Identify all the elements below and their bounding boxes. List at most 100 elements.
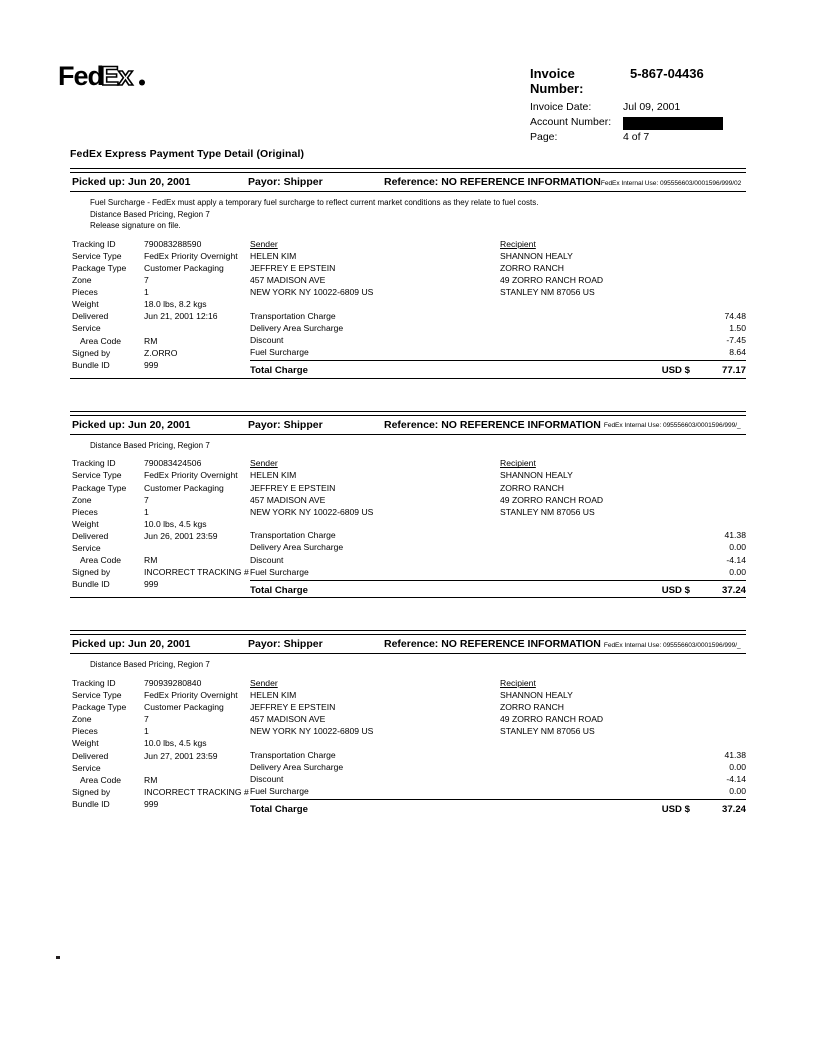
- field-value: 790939280840: [144, 677, 202, 688]
- reference: Reference: NO REFERENCE INFORMATION: [384, 638, 601, 651]
- recipient-line: 49 ZORRO RANCH ROAD: [500, 714, 604, 725]
- field-label: Signed by: [72, 786, 111, 797]
- field-value: 999: [144, 359, 159, 370]
- sender-title: Sender: [250, 238, 278, 249]
- page-number-row: Page: 4 of 7: [530, 130, 770, 145]
- charge-label: Discount: [250, 774, 284, 785]
- field-label: Service: [72, 543, 101, 554]
- charge-label: Delivery Area Surcharge: [250, 322, 344, 333]
- field-label: Service Type: [72, 250, 122, 261]
- currency-label: USD $: [661, 804, 690, 816]
- field-value: FedEx Priority Overnight: [144, 470, 238, 481]
- recipient-line: 49 ZORRO RANCH ROAD: [500, 275, 604, 286]
- field-signed-by: Signed by INCORRECT TRACKING #: [72, 786, 250, 798]
- charge-transportation: Transportation Charge 74.48: [250, 310, 746, 322]
- field-value: 790083424506: [144, 458, 202, 469]
- field-delivered: Delivered Jun 26, 2001 23:59: [72, 530, 250, 542]
- field-pieces: Pieces 1: [72, 725, 250, 737]
- charge-amount: 1.50: [729, 322, 746, 333]
- field-value: Z.ORRO: [144, 347, 178, 358]
- total-amount: 77.17: [721, 365, 746, 377]
- charge-delivery-area-surcharge: Delivery Area Surcharge 0.00: [250, 541, 746, 553]
- charge-label: Transportation Charge: [250, 530, 336, 541]
- charge-delivery-area-surcharge: Delivery Area Surcharge 1.50: [250, 322, 746, 334]
- sender-title: Sender: [250, 458, 278, 469]
- recipient-line: STANLEY NM 87056 US: [500, 287, 595, 298]
- total-label: Total Charge: [250, 365, 308, 377]
- field-value: Jun 26, 2001 23:59: [144, 530, 218, 541]
- charge-delivery-area-surcharge: Delivery Area Surcharge 0.00: [250, 761, 746, 773]
- field-service-type: Service Type FedEx Priority Overnight: [72, 689, 250, 701]
- sender-line: NEW YORK NY 10022-6809 US: [250, 287, 374, 298]
- sender-line: 457 MADISON AVE: [250, 494, 326, 505]
- field-value: INCORRECT TRACKING #: [144, 567, 249, 578]
- field-weight: Weight 10.0 lbs, 4.5 kgs: [72, 518, 250, 530]
- payor: Payor: Shipper: [248, 176, 323, 188]
- recipient-block: Recipient SHANNON HEALY ZORRO RANCH 49 Z…: [500, 238, 740, 298]
- total-charge-row: Total Charge USD $ 37.24: [250, 581, 746, 596]
- field-tracking-id: Tracking ID 790939280840: [72, 677, 250, 689]
- field-label: Zone: [72, 494, 92, 505]
- charge-amount: 41.38: [724, 530, 746, 541]
- charge-fuel-surcharge: Fuel Surcharge 0.00: [250, 566, 746, 578]
- recipient-line: ZORRO RANCH: [500, 482, 564, 493]
- svg-text:Ex: Ex: [101, 62, 133, 91]
- payor: Payor: Shipper: [248, 418, 323, 431]
- field-value: 999: [144, 579, 159, 590]
- recipient-line: SHANNON HEALY: [500, 250, 573, 261]
- shipment-body: Tracking ID 790083424506 Service Type Fe…: [70, 453, 746, 597]
- charges-rule: [250, 579, 746, 581]
- recipient-line: STANLEY NM 87056 US: [500, 726, 595, 737]
- sender-block: Sender HELEN KIM JEFFREY E EPSTEIN 457 M…: [250, 457, 490, 517]
- field-value: 999: [144, 798, 159, 809]
- recipient-title: Recipient: [500, 677, 536, 688]
- field-label: Service Type: [72, 470, 122, 481]
- recipient-line: ZORRO RANCH: [500, 262, 564, 273]
- field-area-code: Area Code RM: [72, 554, 250, 566]
- field-area-code: Area Code RM: [72, 335, 250, 347]
- field-value: Jun 21, 2001 12:16: [144, 311, 218, 322]
- section-top-rule: [70, 168, 746, 173]
- field-label: Weight: [72, 738, 99, 749]
- field-zone: Zone 7: [72, 274, 250, 286]
- charges-block: Transportation Charge 74.48 Delivery Are…: [250, 310, 746, 376]
- page-artifact-mark: [56, 956, 60, 959]
- sender-line: HELEN KIM: [250, 470, 297, 481]
- field-value: 790083288590: [144, 238, 202, 249]
- sender-line: HELEN KIM: [250, 690, 297, 701]
- field-value: 7: [144, 494, 149, 505]
- invoice-date-value: Jul 09, 2001: [623, 101, 681, 113]
- charge-amount: 8.64: [729, 347, 746, 358]
- field-value: RM: [144, 774, 158, 785]
- currency-label: USD $: [661, 584, 690, 596]
- field-weight: Weight 18.0 lbs, 8.2 kgs: [72, 298, 250, 310]
- pickup-date: Picked up: Jun 20, 2001: [72, 176, 191, 188]
- note-line: Distance Based Pricing, Region 7: [90, 209, 210, 219]
- field-signed-by: Signed by INCORRECT TRACKING #: [72, 566, 250, 578]
- field-value: FedEx Priority Overnight: [144, 690, 238, 701]
- shipment-header-rule: [70, 653, 746, 655]
- recipient-line: SHANNON HEALY: [500, 690, 573, 701]
- field-weight: Weight 10.0 lbs, 4.5 kgs: [72, 737, 250, 749]
- sender-line: 457 MADISON AVE: [250, 275, 326, 286]
- currency-label: USD $: [661, 365, 690, 377]
- field-label: Delivered: [72, 750, 109, 761]
- sender-line: NEW YORK NY 10022-6809 US: [250, 506, 374, 517]
- shipment-fields: Tracking ID 790083288590 Service Type Fe…: [72, 238, 250, 371]
- field-bundle-id: Bundle ID 999: [72, 359, 250, 371]
- shipment-notes: Distance Based Pricing, Region 7: [70, 654, 746, 673]
- field-bundle-id: Bundle ID 999: [72, 578, 250, 590]
- shipment-body: Tracking ID 790939280840 Service Type Fe…: [70, 673, 746, 817]
- field-value: INCORRECT TRACKING #: [144, 786, 249, 797]
- field-service: Service: [72, 542, 250, 554]
- charge-amount: 74.48: [724, 310, 746, 321]
- field-pieces: Pieces 1: [72, 286, 250, 298]
- field-label: Signed by: [72, 347, 111, 358]
- field-label: Service Type: [72, 690, 122, 701]
- charge-amount: 0.00: [729, 542, 746, 553]
- internal-use: FedEx Internal Use: 095556603/0001596/99…: [603, 641, 741, 649]
- total-charge-row: Total Charge USD $ 37.24: [250, 800, 746, 815]
- field-value: Jun 27, 2001 23:59: [144, 750, 218, 761]
- total-amount: 37.24: [721, 584, 746, 596]
